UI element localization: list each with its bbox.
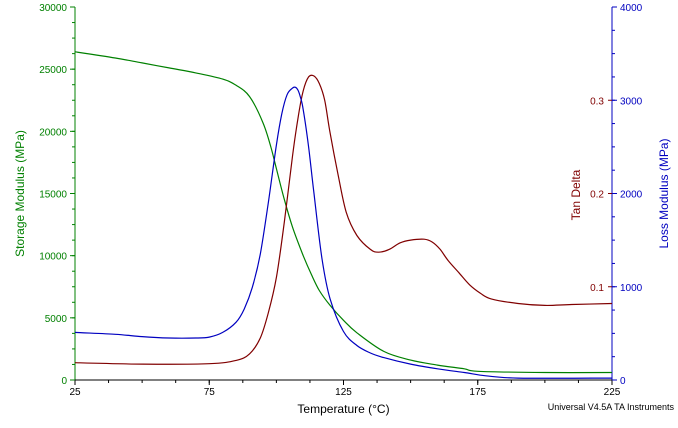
storage-tick-label: 20000: [39, 127, 67, 138]
tan-delta-curve: [74, 74, 613, 365]
x-axis-title: Temperature (°C): [297, 402, 389, 416]
storage-tick-label: 25000: [39, 65, 67, 76]
loss-axis-title: Loss Modulus (MPa): [657, 138, 671, 248]
x-tick-label: 225: [604, 387, 621, 398]
tan-tick-label: 0.3: [590, 96, 604, 107]
x-tick-label: 75: [204, 387, 216, 398]
loss-tick-label: 4000: [620, 3, 643, 14]
storage-tick-label: 15000: [39, 190, 67, 201]
storage-modulus-curve: [74, 51, 613, 374]
x-tick-label: 25: [69, 387, 81, 398]
x-tick-label: 175: [469, 387, 486, 398]
loss-tick-label: 0: [620, 376, 626, 387]
storage-tick-label: 0: [61, 376, 67, 387]
loss-tick-label: 2000: [620, 190, 643, 201]
loss-modulus-curve: [74, 86, 613, 379]
tan-axis-title: Tan Delta: [569, 169, 583, 220]
storage-axis-title: Storage Modulus (MPa): [13, 130, 27, 257]
tan-tick-label: 0.1: [590, 283, 604, 294]
loss-tick-label: 3000: [620, 96, 643, 107]
storage-tick-label: 5000: [45, 314, 68, 325]
storage-tick-label: 10000: [39, 252, 67, 263]
storage-tick-label: 30000: [39, 3, 67, 14]
loss-tick-label: 1000: [620, 283, 643, 294]
x-tick-label: 125: [335, 387, 352, 398]
tan-tick-label: 0.2: [590, 190, 604, 201]
footer-text: Universal V4.5A TA Instruments: [548, 402, 675, 412]
